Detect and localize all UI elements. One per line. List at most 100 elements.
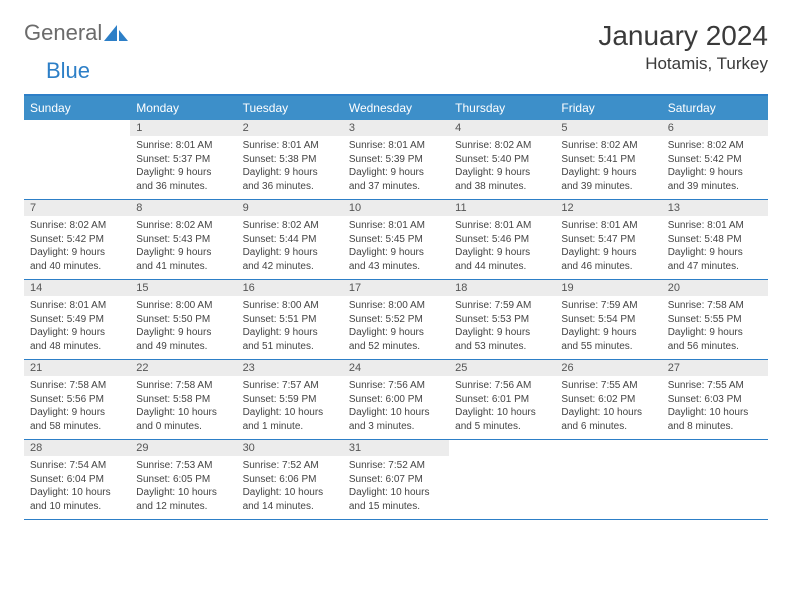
day-details: Sunrise: 8:01 AMSunset: 5:38 PMDaylight:… [237, 136, 343, 199]
daylight-line: Daylight: 10 hours and 0 minutes. [136, 406, 230, 433]
daylight-line: Daylight: 10 hours and 1 minute. [243, 406, 337, 433]
day-cell [555, 440, 661, 519]
daylight-line: Daylight: 9 hours and 41 minutes. [136, 246, 230, 273]
sunset-line: Sunset: 6:06 PM [243, 473, 337, 487]
daylight-line: Daylight: 9 hours and 58 minutes. [30, 406, 124, 433]
sunrise-line: Sunrise: 7:58 AM [30, 379, 124, 393]
sunset-line: Sunset: 5:38 PM [243, 153, 337, 167]
day-cell [24, 120, 130, 199]
sunset-line: Sunset: 6:07 PM [349, 473, 443, 487]
sunset-line: Sunset: 6:02 PM [561, 393, 655, 407]
day-details: Sunrise: 7:53 AMSunset: 6:05 PMDaylight:… [130, 456, 236, 519]
day-details: Sunrise: 7:58 AMSunset: 5:58 PMDaylight:… [130, 376, 236, 439]
day-details: Sunrise: 7:59 AMSunset: 5:54 PMDaylight:… [555, 296, 661, 359]
day-details: Sunrise: 8:02 AMSunset: 5:42 PMDaylight:… [662, 136, 768, 199]
sunrise-line: Sunrise: 8:02 AM [136, 219, 230, 233]
day-details: Sunrise: 7:54 AMSunset: 6:04 PMDaylight:… [24, 456, 130, 519]
day-details: Sunrise: 7:58 AMSunset: 5:55 PMDaylight:… [662, 296, 768, 359]
daylight-line: Daylight: 9 hours and 36 minutes. [136, 166, 230, 193]
sunset-line: Sunset: 6:01 PM [455, 393, 549, 407]
sunset-line: Sunset: 6:03 PM [668, 393, 762, 407]
sunset-line: Sunset: 5:42 PM [668, 153, 762, 167]
sunrise-line: Sunrise: 8:01 AM [30, 299, 124, 313]
day-number: 6 [662, 120, 768, 136]
day-cell: 3Sunrise: 8:01 AMSunset: 5:39 PMDaylight… [343, 120, 449, 199]
sunrise-line: Sunrise: 8:02 AM [455, 139, 549, 153]
daylight-line: Daylight: 10 hours and 14 minutes. [243, 486, 337, 513]
day-cell: 1Sunrise: 8:01 AMSunset: 5:37 PMDaylight… [130, 120, 236, 199]
day-number: 31 [343, 440, 449, 456]
week-row: 14Sunrise: 8:01 AMSunset: 5:49 PMDayligh… [24, 280, 768, 360]
daylight-line: Daylight: 10 hours and 10 minutes. [30, 486, 124, 513]
day-cell: 12Sunrise: 8:01 AMSunset: 5:47 PMDayligh… [555, 200, 661, 279]
day-number: 8 [130, 200, 236, 216]
sunset-line: Sunset: 5:50 PM [136, 313, 230, 327]
sunset-line: Sunset: 6:04 PM [30, 473, 124, 487]
day-number: 4 [449, 120, 555, 136]
daylight-line: Daylight: 10 hours and 5 minutes. [455, 406, 549, 433]
day-details: Sunrise: 8:00 AMSunset: 5:50 PMDaylight:… [130, 296, 236, 359]
sunrise-line: Sunrise: 8:02 AM [243, 219, 337, 233]
month-title: January 2024 [598, 20, 768, 52]
daylight-line: Daylight: 9 hours and 44 minutes. [455, 246, 549, 273]
sunset-line: Sunset: 5:43 PM [136, 233, 230, 247]
brand-sail-icon [104, 23, 130, 43]
day-number: 10 [343, 200, 449, 216]
daylight-line: Daylight: 9 hours and 56 minutes. [668, 326, 762, 353]
daylight-line: Daylight: 9 hours and 55 minutes. [561, 326, 655, 353]
sunrise-line: Sunrise: 7:52 AM [349, 459, 443, 473]
day-cell: 13Sunrise: 8:01 AMSunset: 5:48 PMDayligh… [662, 200, 768, 279]
day-number: 11 [449, 200, 555, 216]
sunrise-line: Sunrise: 7:56 AM [455, 379, 549, 393]
sunrise-line: Sunrise: 7:58 AM [136, 379, 230, 393]
day-details: Sunrise: 8:00 AMSunset: 5:52 PMDaylight:… [343, 296, 449, 359]
day-number: 30 [237, 440, 343, 456]
day-details: Sunrise: 7:52 AMSunset: 6:06 PMDaylight:… [237, 456, 343, 519]
day-details: Sunrise: 8:02 AMSunset: 5:40 PMDaylight:… [449, 136, 555, 199]
sunrise-line: Sunrise: 8:01 AM [561, 219, 655, 233]
daylight-line: Daylight: 9 hours and 46 minutes. [561, 246, 655, 273]
sunset-line: Sunset: 5:52 PM [349, 313, 443, 327]
day-cell: 7Sunrise: 8:02 AMSunset: 5:42 PMDaylight… [24, 200, 130, 279]
day-details: Sunrise: 7:56 AMSunset: 6:01 PMDaylight:… [449, 376, 555, 439]
sunset-line: Sunset: 5:56 PM [30, 393, 124, 407]
day-details: Sunrise: 8:01 AMSunset: 5:39 PMDaylight:… [343, 136, 449, 199]
weekday-label: Tuesday [237, 96, 343, 120]
sunrise-line: Sunrise: 7:52 AM [243, 459, 337, 473]
weekday-label: Monday [130, 96, 236, 120]
daylight-line: Daylight: 9 hours and 43 minutes. [349, 246, 443, 273]
day-number: 9 [237, 200, 343, 216]
day-number: 2 [237, 120, 343, 136]
day-details: Sunrise: 8:01 AMSunset: 5:46 PMDaylight:… [449, 216, 555, 279]
day-number: 23 [237, 360, 343, 376]
weekday-label: Friday [555, 96, 661, 120]
day-details: Sunrise: 7:58 AMSunset: 5:56 PMDaylight:… [24, 376, 130, 439]
daylight-line: Daylight: 10 hours and 15 minutes. [349, 486, 443, 513]
daylight-line: Daylight: 10 hours and 6 minutes. [561, 406, 655, 433]
sunset-line: Sunset: 5:42 PM [30, 233, 124, 247]
week-row: 1Sunrise: 8:01 AMSunset: 5:37 PMDaylight… [24, 120, 768, 200]
daylight-line: Daylight: 9 hours and 39 minutes. [668, 166, 762, 193]
daylight-line: Daylight: 9 hours and 53 minutes. [455, 326, 549, 353]
sunset-line: Sunset: 5:58 PM [136, 393, 230, 407]
day-details: Sunrise: 8:02 AMSunset: 5:42 PMDaylight:… [24, 216, 130, 279]
daylight-line: Daylight: 9 hours and 39 minutes. [561, 166, 655, 193]
day-details: Sunrise: 7:52 AMSunset: 6:07 PMDaylight:… [343, 456, 449, 519]
day-cell: 29Sunrise: 7:53 AMSunset: 6:05 PMDayligh… [130, 440, 236, 519]
sunset-line: Sunset: 5:37 PM [136, 153, 230, 167]
day-cell: 5Sunrise: 8:02 AMSunset: 5:41 PMDaylight… [555, 120, 661, 199]
sunrise-line: Sunrise: 7:59 AM [455, 299, 549, 313]
day-cell: 18Sunrise: 7:59 AMSunset: 5:53 PMDayligh… [449, 280, 555, 359]
day-number: 16 [237, 280, 343, 296]
day-number: 29 [130, 440, 236, 456]
day-details: Sunrise: 7:55 AMSunset: 6:02 PMDaylight:… [555, 376, 661, 439]
weekday-label: Thursday [449, 96, 555, 120]
day-cell [449, 440, 555, 519]
sunset-line: Sunset: 5:48 PM [668, 233, 762, 247]
day-cell: 21Sunrise: 7:58 AMSunset: 5:56 PMDayligh… [24, 360, 130, 439]
day-details: Sunrise: 8:02 AMSunset: 5:43 PMDaylight:… [130, 216, 236, 279]
day-cell: 15Sunrise: 8:00 AMSunset: 5:50 PMDayligh… [130, 280, 236, 359]
day-cell: 28Sunrise: 7:54 AMSunset: 6:04 PMDayligh… [24, 440, 130, 519]
day-cell: 22Sunrise: 7:58 AMSunset: 5:58 PMDayligh… [130, 360, 236, 439]
day-cell: 26Sunrise: 7:55 AMSunset: 6:02 PMDayligh… [555, 360, 661, 439]
